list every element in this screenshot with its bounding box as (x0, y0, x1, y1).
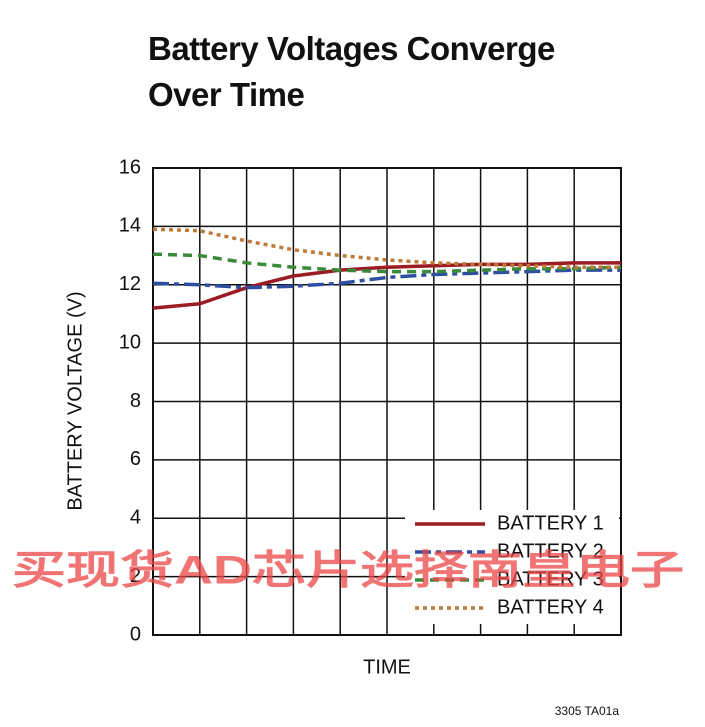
legend-background (405, 510, 619, 624)
legend-label: BATTERY 4 (497, 596, 604, 618)
series-line (152, 227, 621, 269)
y-tick-label: 10 (119, 331, 141, 353)
figure-note: 3305 TA01a (555, 704, 620, 718)
watermark: 买现货AD芯片选择南皇电子 (12, 549, 684, 593)
y-tick-label: 4 (130, 507, 141, 529)
series-line (152, 252, 622, 274)
series-line (152, 261, 621, 310)
legend-label: BATTERY 1 (497, 512, 604, 534)
y-tick-label: 12 (119, 273, 141, 295)
y-tick-label: 2 (130, 565, 141, 587)
y-tick-label: 6 (130, 448, 141, 470)
y-axis-label: BATTERY VOLTAGE (V) (64, 291, 86, 510)
y-tick-label: 14 (119, 215, 141, 237)
chart-title: Battery Voltages Converge Over Time (148, 30, 555, 113)
y-tick-label: 0 (130, 623, 141, 645)
y-tick-label: 8 (130, 390, 141, 412)
legend-label: BATTERY 2 (497, 540, 604, 562)
y-tick-label: 16 (119, 156, 141, 178)
plot-frame (152, 167, 622, 636)
x-axis-label: TIME (363, 656, 411, 678)
legend-label: BATTERY 3 (497, 568, 604, 590)
